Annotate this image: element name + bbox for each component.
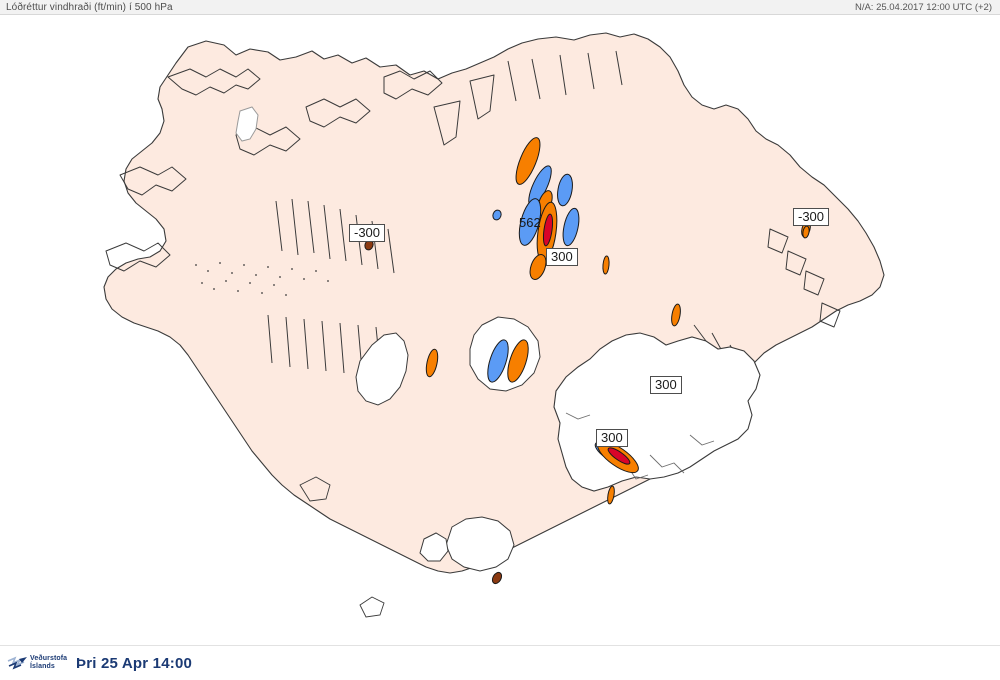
plume-shape <box>507 339 529 383</box>
plume-shape <box>607 447 631 465</box>
header-bar: Lóðréttur vindhraði (ft/min) í 500 hPa N… <box>0 0 1000 15</box>
iceland-map-svg <box>103 32 885 618</box>
vedurstofa-logo[interactable]: Veðurstofa Íslands <box>6 651 74 675</box>
vertical-velocity-plumes <box>364 137 811 585</box>
highland-speckle <box>195 262 329 296</box>
glacier-langjokull <box>355 332 409 406</box>
plume-shape <box>492 209 502 221</box>
logo-mark-icon <box>7 656 27 670</box>
logo-line-2: Íslands <box>30 663 55 670</box>
plume-shape <box>607 485 615 505</box>
coastline-detail <box>105 50 841 374</box>
map-canvas[interactable]: -300 562 300 -300 300 300 <box>0 15 1000 645</box>
plume-shape <box>425 348 439 378</box>
plume-shape <box>602 255 610 275</box>
plume-shape <box>542 213 554 247</box>
forecast-time-label: Þri 25 Apr 14:00 <box>76 655 193 672</box>
plume-shape <box>515 137 541 185</box>
plume-shape <box>529 254 547 280</box>
logo-line-1: Veðurstofa <box>30 655 68 662</box>
label-300-vatnajokull: 300 <box>650 376 682 394</box>
plume-shape <box>491 571 503 585</box>
footer-bar: Veðurstofa Íslands Þri 25 Apr 14:00 -900… <box>0 645 1000 680</box>
glacier-eyjafjallajokull <box>419 532 449 562</box>
glacier-myrdalsjokull <box>445 516 515 572</box>
southwest-detail <box>299 476 385 618</box>
plume-shape <box>562 207 580 247</box>
plume-shape <box>557 173 573 207</box>
label-300-north: 300 <box>546 248 578 266</box>
plume-shape <box>487 339 509 383</box>
label-neg300-east: -300 <box>793 208 830 226</box>
iceland-landmass <box>103 32 885 574</box>
label-562-north: 562 <box>519 215 541 230</box>
plume-shape <box>671 303 681 327</box>
page-title: Lóðréttur vindhraði (ft/min) í 500 hPa <box>6 2 173 13</box>
plume-shape <box>802 225 810 239</box>
label-300-south: 300 <box>596 429 628 447</box>
inland-lake <box>235 106 259 142</box>
timestamp-label: N/A: 25.04.2017 12:00 UTC (+2) <box>854 2 992 13</box>
label-neg300-west: -300 <box>349 224 386 242</box>
